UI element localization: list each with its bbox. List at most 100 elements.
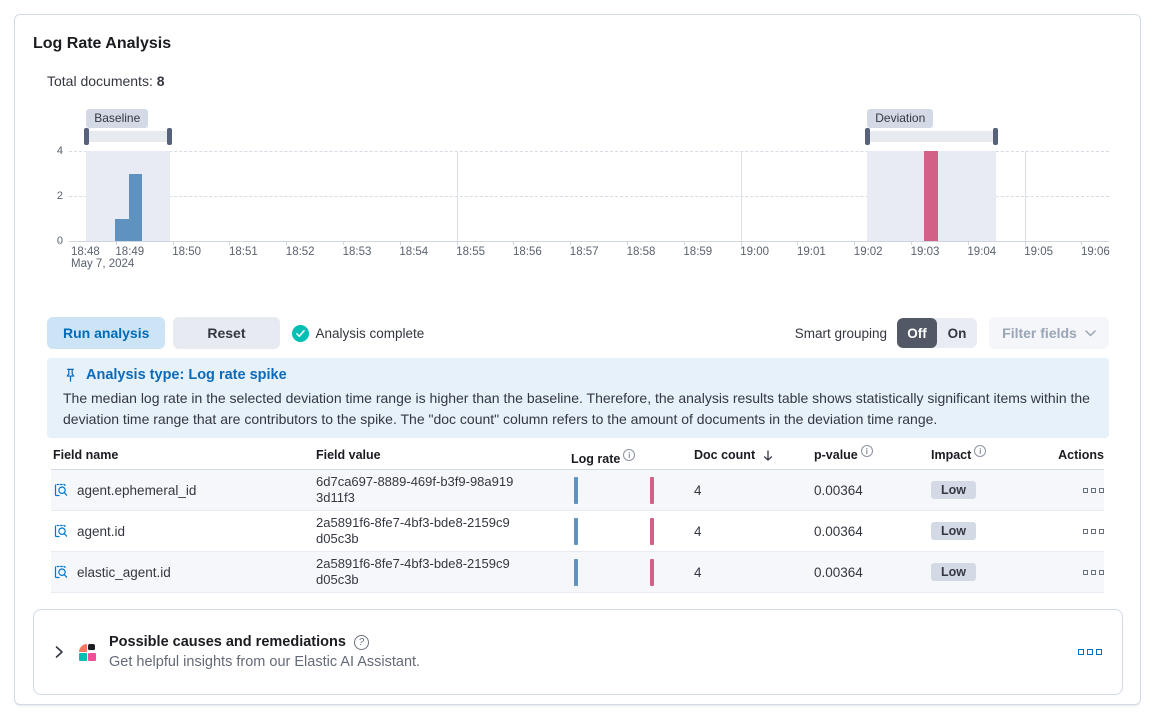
- x-axis-tick: [229, 241, 231, 245]
- baseline-badge: Baseline: [86, 109, 149, 128]
- x-axis-line: [69, 241, 1109, 242]
- question-in-circle-icon[interactable]: [353, 634, 369, 650]
- analysis-type-callout: Analysis type: Log rate spike The median…: [47, 358, 1109, 438]
- field-value: 2a5891f6-8fe7-4bf3-bde8-2159c9d05c3b: [316, 556, 510, 587]
- x-axis-tick: [172, 241, 174, 245]
- x-axis-date-label: May 7, 2024: [71, 258, 135, 270]
- x-axis-tick-label: 19:05: [1024, 246, 1053, 258]
- smart-grouping-on-button[interactable]: On: [937, 318, 977, 348]
- field-name: elastic_agent.id: [77, 564, 171, 580]
- x-axis-tick: [627, 241, 628, 245]
- x-axis-tick-label: 18:53: [342, 246, 372, 258]
- callout-body: The median log rate in the selected devi…: [63, 390, 1090, 427]
- baseline-brush[interactable]: [84, 128, 172, 145]
- doc-count: 4: [694, 564, 702, 580]
- smart-grouping-off-button[interactable]: Off: [897, 318, 937, 348]
- results-table: Field name Field value Log rate Doc coun…: [51, 445, 1104, 593]
- baseline-mini-bar: [574, 559, 578, 586]
- log-rate-analysis-panel: Log Rate Analysis Total documents: 8 4 2 0…: [14, 14, 1141, 705]
- baseline-bar: [128, 173, 143, 241]
- ai-panel-subtitle: Get helpful insights from our Elastic AI…: [109, 654, 421, 670]
- x-axis-tick-label: 18:50: [172, 246, 201, 258]
- col-log-rate: Log rate: [571, 448, 694, 469]
- x-axis-tick-label: 19:03: [910, 246, 940, 258]
- info-icon[interactable]: [623, 448, 636, 461]
- col-field-name: Field name: [53, 448, 119, 462]
- total-documents: Total documents: 8: [47, 73, 165, 89]
- table-body: agent.ephemeral_id 6d7ca697-8889-469f-b3…: [51, 470, 1104, 593]
- filter-fields-button[interactable]: Filter fields: [989, 317, 1109, 349]
- x-axis-tick-label: 19:00: [740, 246, 769, 258]
- y-gridline: [69, 151, 1109, 152]
- total-documents-value: 8: [156, 73, 165, 89]
- x-axis-tick: [740, 241, 742, 245]
- chevron-right-icon[interactable]: [52, 645, 66, 659]
- col-p-value: p-value: [814, 445, 931, 462]
- search-in-frame-icon[interactable]: [53, 482, 69, 498]
- pin-icon: [66, 368, 75, 382]
- x-gridline: [456, 151, 458, 249]
- baseline-brush-handle[interactable]: [166, 128, 172, 145]
- x-axis-tick: [343, 241, 344, 245]
- y-gridline: [69, 196, 1109, 197]
- x-axis-tick-label: 18:52: [285, 246, 315, 258]
- deviation-brush[interactable]: [865, 128, 999, 145]
- x-gridline: [740, 151, 742, 249]
- arrow-down-icon[interactable]: [762, 449, 774, 462]
- filter-fields-label: Filter fields: [1002, 325, 1077, 341]
- run-analysis-button[interactable]: Run analysis: [47, 317, 166, 349]
- deviation-mini-bar: [650, 559, 654, 586]
- table-row: agent.ephemeral_id 6d7ca697-8889-469f-b3…: [51, 470, 1104, 511]
- x-axis-tick: [456, 241, 458, 245]
- impact-badge: Low: [931, 522, 976, 540]
- deviation-brush-handle[interactable]: [993, 128, 999, 145]
- col-actions: Actions: [1058, 448, 1104, 462]
- x-axis-tick-label: 18:54: [399, 246, 429, 258]
- ai-assistant-panel: Possible causes and remediations Get hel…: [33, 609, 1123, 695]
- table-header: Field name Field value Log rate Doc coun…: [51, 445, 1104, 470]
- info-icon[interactable]: [974, 445, 987, 457]
- search-in-frame-icon[interactable]: [53, 523, 69, 539]
- col-impact: Impact: [931, 445, 1026, 462]
- chevron-down-icon: [1085, 329, 1096, 337]
- boxes-horizontal-icon[interactable]: [1083, 487, 1104, 493]
- deviation-bar: [924, 151, 938, 241]
- deviation-brush-handle[interactable]: [865, 128, 871, 145]
- boxes-horizontal-icon[interactable]: [1083, 528, 1104, 534]
- chart: 4 2 0 Baseline Deviation 18:48 18:49 18:50 18:51…: [47, 105, 1110, 277]
- field-value: 6d7ca697-8889-469f-b3f9-98a9193d11f3: [316, 474, 514, 505]
- boxes-horizontal-icon[interactable]: [1083, 569, 1104, 575]
- controls-row: Run analysis Reset Analysis complete Sma…: [47, 317, 1109, 349]
- ai-panel-title: Possible causes and remediations: [109, 634, 346, 650]
- x-axis-tick: [115, 241, 117, 245]
- baseline-mini-bar: [574, 477, 578, 504]
- doc-count: 4: [694, 523, 702, 539]
- boxes-horizontal-icon[interactable]: [1078, 649, 1102, 655]
- x-axis-tick: [513, 241, 515, 245]
- deviation-badge: Deviation: [867, 109, 934, 128]
- log-rate-sparkline: [571, 552, 694, 592]
- table-row: elastic_agent.id 2a5891f6-8fe7-4bf3-bde8…: [51, 552, 1104, 593]
- smart-grouping-label: Smart grouping: [794, 325, 887, 341]
- reset-button[interactable]: Reset: [173, 317, 280, 349]
- analysis-status-label: Analysis complete: [315, 325, 425, 341]
- col-doc-count[interactable]: Doc count: [694, 448, 814, 462]
- p-value: 0.00364: [814, 523, 863, 539]
- baseline-bar: [115, 218, 129, 241]
- search-in-frame-icon[interactable]: [53, 564, 69, 580]
- x-axis-tick-label: 18:55: [456, 246, 485, 258]
- info-icon[interactable]: [860, 445, 873, 457]
- y-axis-tick-label: 2: [56, 190, 63, 202]
- x-axis-tick: [286, 241, 288, 245]
- field-name: agent.ephemeral_id: [77, 482, 197, 498]
- x-axis-tick-label: 19:04: [967, 246, 997, 258]
- log-rate-sparkline: [571, 470, 694, 510]
- x-axis-tick-label: 18:59: [683, 246, 713, 258]
- x-axis-tick: [59, 241, 60, 245]
- check-in-circle-icon: [291, 324, 309, 342]
- x-axis-tick-label: 18:56: [513, 246, 542, 258]
- x-axis-tick: [399, 241, 401, 245]
- log-rate-sparkline: [571, 511, 694, 551]
- baseline-brush-handle[interactable]: [84, 128, 90, 145]
- x-axis-tick: [570, 241, 572, 245]
